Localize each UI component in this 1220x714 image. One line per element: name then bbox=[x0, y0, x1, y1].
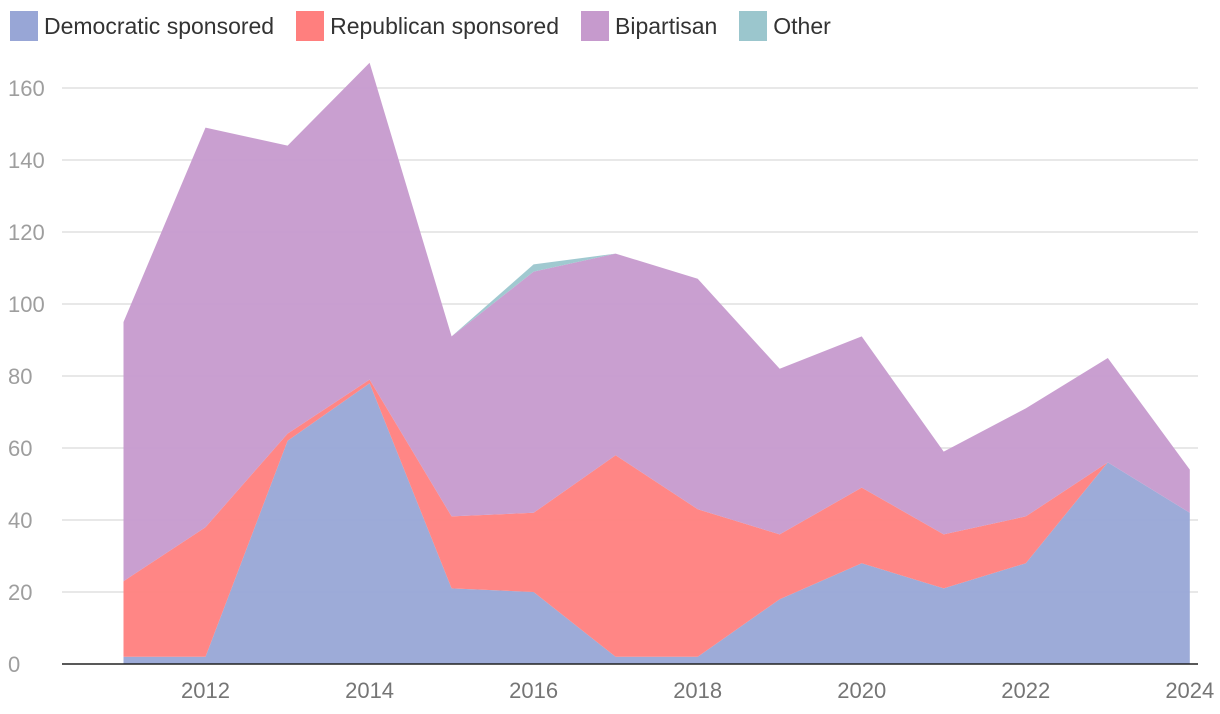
y-tick-label-160: 160 bbox=[8, 76, 45, 101]
x-tick-label-2022: 2022 bbox=[1001, 678, 1050, 703]
y-tick-label-80: 80 bbox=[8, 364, 32, 389]
legend-swatch-bipartisan bbox=[581, 11, 609, 41]
y-tick-label-20: 20 bbox=[8, 580, 32, 605]
y-tick-label-0: 0 bbox=[8, 652, 20, 677]
area-series-democratic-sponsored[interactable] bbox=[123, 383, 1190, 664]
x-tick-label-2012: 2012 bbox=[181, 678, 230, 703]
chart-legend: Democratic sponsored Republican sponsore… bbox=[10, 10, 853, 42]
y-axis-tick-labels: 0 20 40 60 80 100 120 140 160 bbox=[8, 76, 45, 677]
x-tick-label-2016: 2016 bbox=[509, 678, 558, 703]
y-tick-label-120: 120 bbox=[8, 220, 45, 245]
legend-item-democratic[interactable]: Democratic sponsored bbox=[10, 11, 274, 41]
x-tick-label-2018: 2018 bbox=[673, 678, 722, 703]
legend-item-republican[interactable]: Republican sponsored bbox=[296, 11, 559, 41]
legend-label-other: Other bbox=[773, 12, 831, 39]
legend-label-democratic: Democratic sponsored bbox=[44, 12, 275, 39]
area-series-group bbox=[123, 62, 1190, 664]
y-tick-label-60: 60 bbox=[8, 436, 32, 461]
legend-swatch-other bbox=[739, 11, 768, 41]
legend-item-other[interactable]: Other bbox=[739, 11, 831, 41]
x-tick-label-2024: 2024 bbox=[1165, 678, 1214, 703]
y-tick-label-100: 100 bbox=[8, 292, 45, 317]
x-tick-label-2020: 2020 bbox=[837, 678, 886, 703]
y-tick-label-140: 140 bbox=[8, 148, 45, 173]
x-tick-label-2014: 2014 bbox=[345, 678, 394, 703]
legend-swatch-republican bbox=[296, 11, 325, 41]
x-axis-tick-labels: 2012 2014 2016 2018 2020 2022 2024 bbox=[181, 678, 1214, 703]
legend-label-bipartisan: Bipartisan bbox=[615, 12, 718, 39]
y-tick-label-40: 40 bbox=[8, 508, 32, 533]
legend-swatch-democratic bbox=[10, 11, 38, 41]
area-series-bipartisan[interactable] bbox=[123, 62, 1190, 582]
legend-label-republican: Republican sponsored bbox=[330, 12, 559, 39]
area-series-republican-sponsored[interactable] bbox=[123, 379, 1190, 657]
legend-item-bipartisan[interactable]: Bipartisan bbox=[581, 11, 717, 41]
